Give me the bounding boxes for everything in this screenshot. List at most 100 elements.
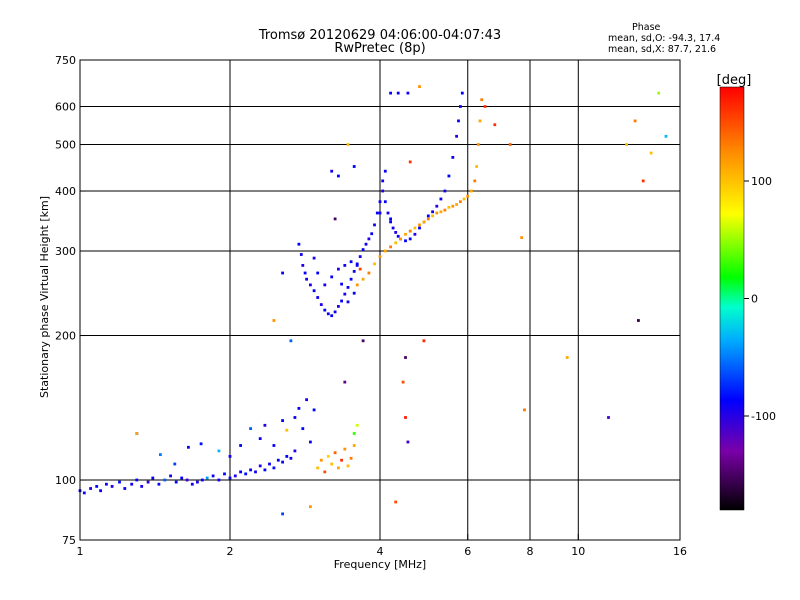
data-point: [118, 480, 121, 484]
data-point: [343, 264, 347, 267]
x-tick-label: 6: [464, 545, 471, 558]
data-point: [352, 444, 356, 447]
data-point: [343, 447, 347, 451]
data-point: [309, 283, 312, 287]
x-tick-label: 10: [571, 545, 585, 558]
data-point: [404, 232, 407, 236]
data-point: [330, 314, 334, 318]
data-point: [272, 319, 276, 322]
data-point: [272, 444, 276, 447]
data-point: [459, 105, 462, 108]
data-point: [319, 458, 323, 462]
y-axis-label: Stationary phase Virtual Height [km]: [38, 196, 51, 398]
data-point: [352, 270, 356, 273]
data-point: [217, 478, 221, 482]
data-point: [180, 476, 184, 480]
data-point: [373, 262, 376, 266]
colorbar-tick-label: 0: [751, 293, 758, 306]
data-point: [641, 179, 645, 183]
x-axis-ticks: 1 2 4 6 8 10 16: [77, 534, 687, 558]
data-point: [110, 485, 114, 488]
data-point: [657, 91, 661, 95]
data-point: [352, 432, 356, 435]
data-point: [223, 472, 226, 476]
data-point: [649, 151, 653, 155]
data-point: [361, 339, 365, 343]
data-point: [333, 217, 337, 221]
data-point: [361, 248, 365, 251]
data-point: [394, 500, 398, 504]
data-point: [196, 480, 199, 484]
data-point: [413, 232, 417, 236]
data-point: [389, 220, 392, 224]
data-point: [476, 143, 480, 146]
data-point: [333, 451, 337, 455]
data-point: [399, 237, 402, 241]
data-point: [326, 312, 330, 316]
data-point: [625, 143, 628, 146]
data-point: [346, 143, 350, 146]
data-point: [228, 455, 232, 458]
data-point: [394, 241, 398, 245]
data-point: [239, 444, 242, 447]
data-point: [523, 408, 526, 412]
data-point: [447, 205, 451, 209]
data-point: [289, 456, 293, 460]
data-point: [316, 296, 320, 299]
y-tick-label: 100: [55, 474, 76, 487]
data-point: [426, 217, 430, 221]
data-point: [333, 310, 337, 314]
data-point: [383, 169, 387, 173]
colorbar: [719, 86, 745, 511]
data-point: [99, 489, 102, 493]
data-point: [460, 91, 464, 95]
data-point: [301, 264, 305, 267]
data-point: [493, 123, 497, 127]
x-tick-label: 1: [77, 545, 84, 558]
data-point: [404, 416, 407, 419]
data-point: [281, 460, 284, 464]
data-point: [408, 229, 412, 233]
chart-subtitle: RwPretec (8p): [334, 41, 426, 56]
data-point: [135, 478, 139, 482]
data-point: [483, 105, 487, 108]
data-point: [340, 299, 343, 303]
data-point: [281, 512, 284, 516]
data-point: [418, 226, 421, 230]
data-point: [319, 303, 323, 306]
data-point: [520, 236, 524, 239]
data-point: [285, 428, 289, 432]
data-point: [249, 427, 252, 430]
data-point: [330, 169, 334, 173]
data-point: [244, 472, 248, 476]
y-tick-label: 400: [55, 185, 76, 198]
data-point: [349, 456, 353, 460]
data-point: [373, 223, 376, 227]
data-point: [146, 480, 150, 484]
data-point: [439, 210, 443, 214]
data-point: [337, 174, 340, 178]
y-tick-label: 200: [55, 330, 76, 343]
data-point: [389, 91, 392, 95]
data-point: [451, 156, 455, 159]
data-point: [473, 179, 477, 183]
data-point: [404, 356, 407, 359]
data-point: [163, 478, 167, 482]
data-point: [312, 408, 316, 412]
colorbar-ticks: 100 0 -100: [744, 175, 776, 423]
data-point: [95, 485, 99, 488]
data-point: [457, 119, 460, 123]
data-point: [135, 432, 139, 435]
data-point: [330, 275, 334, 279]
data-point: [404, 239, 407, 243]
data-point: [340, 458, 343, 462]
data-point: [272, 466, 276, 470]
data-point: [451, 204, 455, 208]
phase-stats-header: Phase: [632, 22, 661, 33]
data-point: [200, 478, 204, 482]
data-point: [205, 476, 209, 480]
data-point: [447, 174, 451, 178]
data-point: [383, 200, 387, 204]
data-point: [316, 466, 320, 470]
